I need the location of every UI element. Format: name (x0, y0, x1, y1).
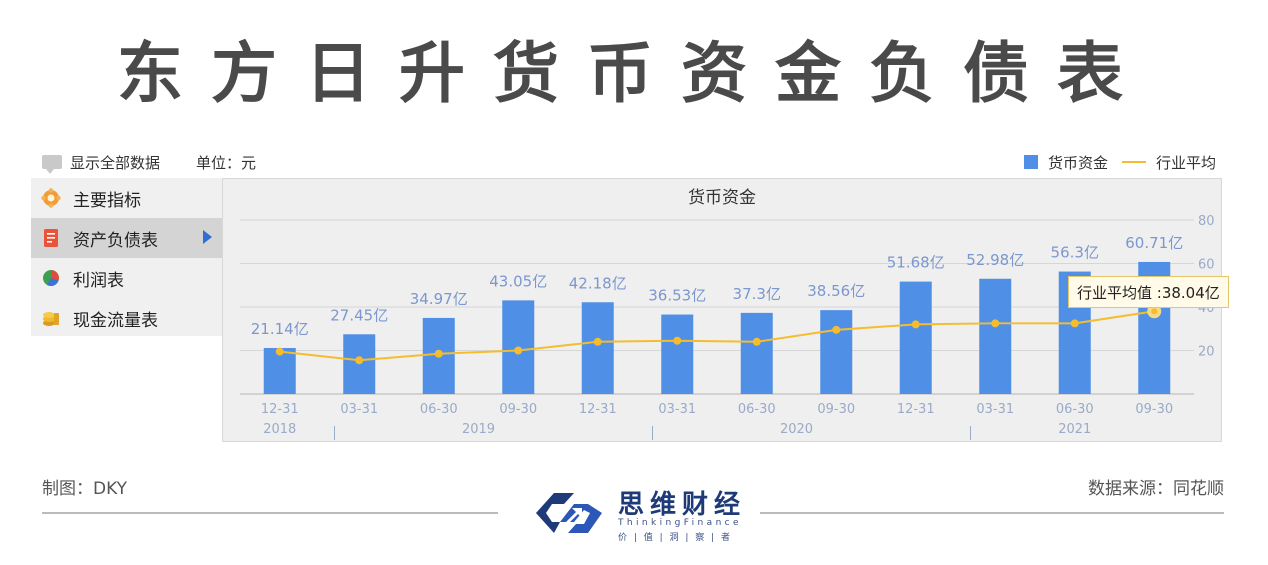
legend-line-swatch[interactable] (1121, 161, 1146, 163)
logo: 思维财经 ThinkingFinance 价 | 值 | 洞 | 察 | 者 (530, 480, 755, 546)
logo-mark-icon (536, 493, 602, 533)
sidebar-item-label: 利润表 (73, 270, 124, 291)
sidebar: 主要指标 资产负债表 利润表 现金流量表 (31, 178, 222, 336)
bar (661, 314, 694, 394)
sidebar-item-label: 资产负债表 (73, 230, 158, 251)
show-all-data-toggle[interactable]: 显示全部数据 (70, 153, 161, 172)
bar-data-label: 37.3亿 (733, 285, 781, 303)
line-point (514, 346, 523, 355)
comment-icon[interactable] (42, 155, 62, 174)
sidebar-item-balance-sheet[interactable]: 资产负债表 (31, 218, 222, 258)
unit-label: 单位：元 (196, 153, 257, 172)
coins-icon (43, 312, 59, 326)
x-tick-label: 09-30 (817, 402, 855, 417)
bar-data-label: 60.71亿 (1125, 234, 1183, 252)
bar (820, 310, 853, 394)
bar-data-label: 36.53亿 (648, 287, 706, 305)
bar-data-label: 52.98亿 (966, 251, 1024, 269)
toolbar: 显示全部数据 单位：元 (42, 150, 256, 174)
legend-bar-swatch[interactable] (1023, 155, 1038, 169)
bar (740, 312, 773, 394)
line-point (275, 347, 284, 356)
bar-data-label: 27.45亿 (330, 306, 388, 324)
sidebar-item-income-statement[interactable]: 利润表 (31, 258, 222, 298)
logo-slogan: 价 | 值 | 洞 | 察 | 者 (618, 533, 733, 543)
bar-data-label: 56.3亿 (1051, 244, 1099, 262)
line-point (911, 320, 920, 329)
x-tick-label: 06-30 (1056, 402, 1094, 417)
bar (899, 281, 932, 394)
year-label: 2021 (1058, 422, 1091, 437)
chart-panel (222, 178, 1222, 442)
bar-data-label: 51.68亿 (887, 254, 945, 272)
logo-name: 思维财经 (618, 490, 747, 520)
line-point (752, 337, 761, 346)
logo-english: ThinkingFinance (618, 518, 742, 528)
bar-data-label: 42.18亿 (569, 274, 627, 292)
footer-divider-left (42, 512, 498, 514)
line-point (991, 319, 1000, 328)
y-tick-label: 20 (1198, 345, 1215, 360)
bar-data-label: 34.97亿 (410, 290, 468, 308)
legend-line-label[interactable]: 行业平均 (1155, 153, 1216, 172)
chart-legend: 货币资金 行业平均 (1023, 150, 1216, 174)
line-point (355, 356, 364, 365)
chart-title: 货币资金 (688, 188, 756, 208)
x-tick-label: 12-31 (897, 402, 935, 417)
bar-data-label: 38.56亿 (807, 282, 865, 300)
author-credit: 制图：DKY (42, 479, 128, 499)
legend-bar-label[interactable]: 货币资金 (1047, 153, 1108, 172)
x-tick-label: 03-31 (340, 402, 378, 417)
x-tick-label: 03-31 (658, 402, 696, 417)
gear-flower-icon (41, 188, 61, 208)
bar (979, 278, 1012, 394)
year-label: 2018 (263, 422, 296, 437)
line-point (832, 325, 841, 334)
sidebar-item-main-indicators[interactable]: 主要指标 (31, 178, 222, 218)
chevron-right-icon (203, 230, 212, 244)
bar (263, 348, 296, 394)
pie-icon (43, 270, 59, 287)
x-tick-label: 12-31 (579, 402, 617, 417)
line-point (673, 336, 682, 345)
x-tick-label: 06-30 (420, 402, 458, 417)
industry-average-line (279, 310, 1155, 362)
x-tick-label: 09-30 (1135, 402, 1173, 417)
sidebar-item-label: 现金流量表 (73, 310, 158, 331)
document-icon (44, 229, 58, 247)
tooltip: 行业平均值 :38.04亿 (1068, 276, 1229, 308)
bar-data-label: 21.14亿 (251, 320, 309, 338)
year-label: 2019 (462, 422, 495, 437)
line-point (1070, 319, 1079, 328)
line-point (593, 337, 602, 346)
sidebar-item-cash-flow[interactable]: 现金流量表 (31, 298, 222, 338)
x-tick-label: 06-30 (738, 402, 776, 417)
x-tick-label: 09-30 (499, 402, 537, 417)
y-tick-label: 60 (1198, 258, 1215, 273)
page-title: 东方日升货币资金负债表 (117, 35, 1151, 112)
bar (581, 302, 614, 394)
bar-data-label: 43.05亿 (489, 272, 547, 290)
data-source: 数据来源：同花顺 (1088, 479, 1224, 499)
year-label: 2020 (780, 422, 813, 437)
footer-divider-right (760, 512, 1224, 514)
sidebar-item-label: 主要指标 (73, 190, 141, 211)
x-tick-label: 03-31 (976, 402, 1014, 417)
y-tick-label: 80 (1198, 214, 1215, 229)
x-tick-label: 12-31 (261, 402, 299, 417)
line-point (434, 349, 443, 358)
